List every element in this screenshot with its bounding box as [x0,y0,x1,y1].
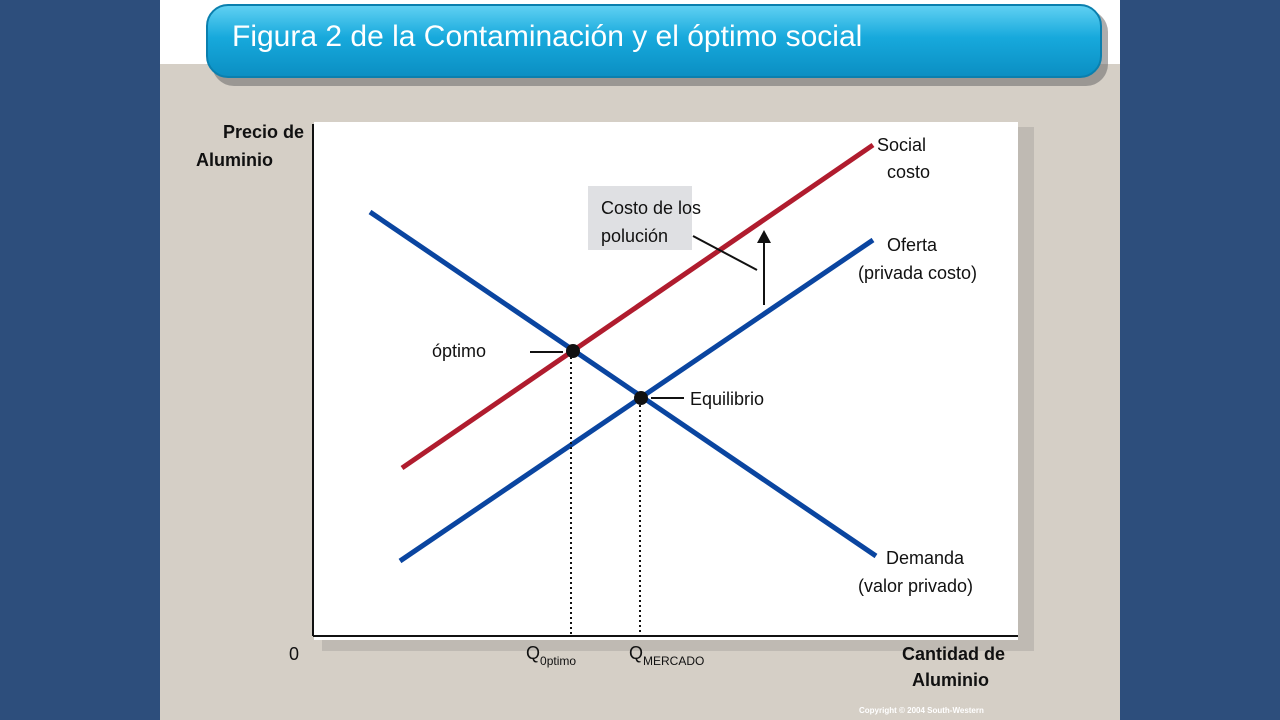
q-mercado-label: QMERCADO [629,643,704,668]
demand-label-line2: (valor privado) [858,576,974,596]
q-optimo-subscript: 0ptimo [540,654,577,668]
origin-label: 0 [289,644,300,664]
shift-arrow-head [757,230,771,243]
supply-label-line1: Oferta [887,235,938,255]
q-mercado-main: Q [629,643,644,663]
x-axis-label-line1: Cantidad de [902,644,1006,664]
equilibrium-label: Equilibrio [690,389,765,409]
supply-label-line2: (privada costo) [858,263,978,283]
pollution-cost-leader [692,235,758,271]
copyright-notice: Copyright © 2004 South-Western [859,706,984,715]
q-mercado-subscript: MERCADO [643,654,705,668]
q-optimo-label: Q0ptimo [526,643,576,668]
slide: Figura 2 de la Contaminación y el óptimo… [160,0,1120,720]
title-bar [206,4,1102,78]
equilibrium-point [634,391,648,405]
y-axis-label-line1: Precio de [223,122,305,142]
x-axis-label-line2: Aluminio [912,670,989,690]
social-cost-label-line2: costo [887,162,931,182]
demand-label-line1: Demanda [886,548,965,568]
slide-title: Figura 2 de la Contaminación y el óptimo… [232,20,863,53]
demand-curve [368,209,878,559]
q-optimo-main: Q [526,643,541,663]
pollution-cost-callout-box [588,186,692,250]
diagram-svg [312,124,1018,637]
social-cost-curve [400,142,875,471]
pollution-cost-label-line2: polución [601,226,669,246]
y-axis-label-line2: Aluminio [196,150,273,170]
social-cost-label-line1: Social [877,135,927,155]
optimum-point [566,344,580,358]
optimum-label: óptimo [432,341,487,361]
pollution-cost-label-line1: Costo de los [601,198,702,218]
